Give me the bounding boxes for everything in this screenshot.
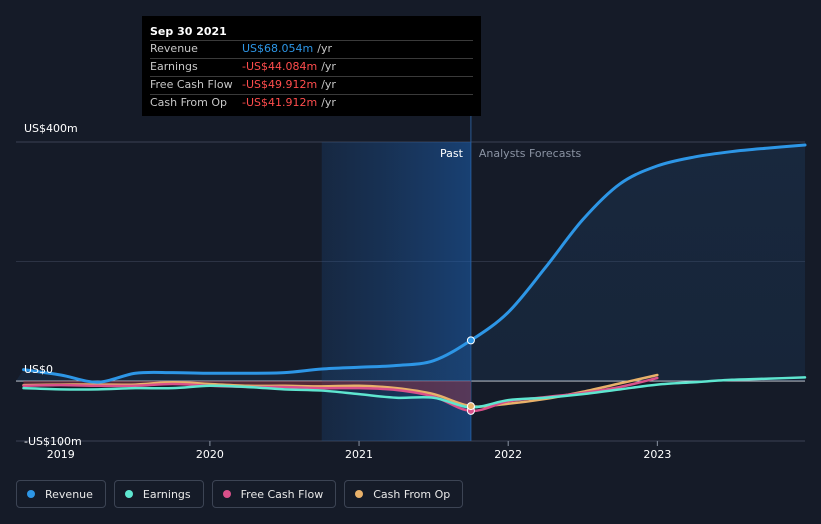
legend-label: Earnings <box>142 487 191 501</box>
series-line-revenue <box>21 143 807 384</box>
tooltip-row-cash-from-op: Cash From Op -US$41.912m /yr <box>150 94 473 112</box>
tooltip-date: Sep 30 2021 <box>150 25 227 38</box>
x-tick-label: 2019 <box>47 448 75 461</box>
tooltip-unit: /yr <box>321 60 336 73</box>
cash-from-op-dot-icon <box>355 490 364 498</box>
data-point-revenue <box>466 336 475 345</box>
tooltip-label: Earnings <box>150 60 198 73</box>
tooltip-label: Revenue <box>150 42 198 55</box>
legend-label: Free Cash Flow <box>240 487 324 501</box>
tooltip-label: Cash From Op <box>150 96 228 109</box>
chart-lines <box>21 143 807 413</box>
x-tick-label: 2023 <box>643 448 671 461</box>
tooltip-row-revenue: Revenue US$68.054m /yr <box>150 40 473 58</box>
tooltip-value: -US$44.084m <box>242 60 318 73</box>
chart-legend: Revenue Earnings Free Cash Flow Cash Fro… <box>16 480 464 508</box>
series-line-earnings <box>22 376 807 409</box>
x-tick-label: 2020 <box>196 448 224 461</box>
x-tick-label: 2022 <box>494 448 522 461</box>
data-point-cash-from-op <box>466 402 475 411</box>
forecast-label: Analysts Forecasts <box>479 147 582 160</box>
past-label: Past <box>440 147 464 160</box>
legend-item-revenue[interactable]: Revenue <box>16 480 106 508</box>
y-tick-label: US$0 <box>24 363 53 376</box>
legend-item-earnings[interactable]: Earnings <box>113 480 204 508</box>
legend-item-free-cash-flow[interactable]: Free Cash Flow <box>211 480 337 508</box>
tooltip-value: US$68.054m <box>242 42 314 55</box>
earnings-dot-icon <box>124 490 133 498</box>
tooltip-value: -US$41.912m <box>242 96 318 109</box>
legend-label: Revenue <box>45 487 93 501</box>
y-tick-label: US$400m <box>24 122 78 135</box>
legend-label: Cash From Op <box>373 487 451 501</box>
x-tick-label: 2021 <box>345 448 373 461</box>
tooltip-unit: /yr <box>321 78 336 91</box>
revenue-dot-icon <box>27 490 35 498</box>
tooltip-unit: /yr <box>321 96 336 109</box>
tooltip-row-earnings: Earnings -US$44.084m /yr <box>150 58 473 76</box>
tooltip-unit: /yr <box>317 42 332 55</box>
tooltip-label: Free Cash Flow <box>150 78 233 91</box>
tooltip-value: -US$49.912m <box>242 78 318 91</box>
y-tick-label: -US$100m <box>24 435 82 448</box>
tooltip-row-free-cash-flow: Free Cash Flow -US$49.912m /yr <box>150 76 473 94</box>
legend-item-cash-from-op[interactable]: Cash From Op <box>344 480 464 508</box>
hover-tooltip: Sep 30 2021 Revenue US$68.054m /yr Earni… <box>142 16 481 116</box>
revenue-area <box>16 144 805 383</box>
chart-markers <box>466 336 475 415</box>
free-cash-flow-dot-icon <box>222 490 231 498</box>
